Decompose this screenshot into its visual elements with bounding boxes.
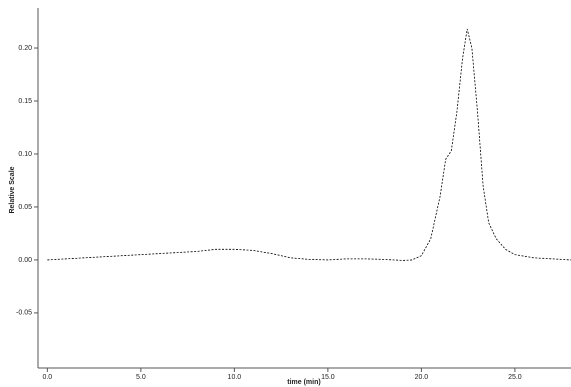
x-tick-label: 15.0 [321,374,335,381]
y-tick-label: 0.00 [18,257,32,264]
y-tick-label: 0.20 [18,45,32,52]
x-axis-title: time (min) [287,379,320,386]
y-tick-label: -0.05 [16,310,32,317]
y-tick-label: 0.15 [18,98,32,105]
data-line [47,28,571,261]
y-tick-label: 0.05 [18,204,32,211]
x-tick-label: 10.0 [228,374,242,381]
x-tick-label: 5.0 [136,374,146,381]
x-tick-label: 0.0 [42,374,52,381]
x-tick-label: 25.0 [508,374,522,381]
x-tick-label: 20.0 [415,374,429,381]
y-tick-label: 0.10 [18,151,32,158]
y-axis-title: Relative Scale [9,166,16,213]
